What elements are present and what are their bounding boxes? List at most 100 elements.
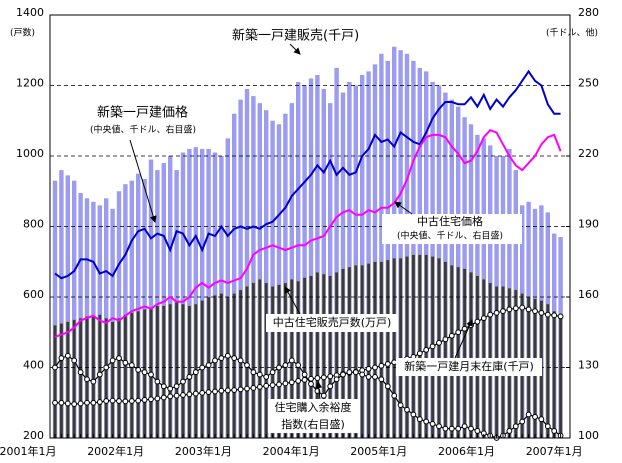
- marker: [84, 399, 90, 406]
- bar: [187, 305, 192, 439]
- marker: [154, 378, 161, 385]
- bar: [379, 261, 384, 439]
- marker: [468, 425, 474, 432]
- marker: [493, 309, 500, 316]
- bar: [558, 316, 563, 439]
- marker: [352, 369, 359, 376]
- marker: [474, 428, 481, 434]
- y-tick-label: 1200: [16, 77, 44, 90]
- bar: [450, 265, 454, 439]
- marker: [167, 385, 174, 392]
- bar: [78, 193, 83, 438]
- marker: [71, 357, 78, 364]
- bar: [462, 268, 467, 439]
- arrow: [315, 381, 323, 400]
- bar: [206, 148, 211, 438]
- marker: [365, 366, 372, 372]
- marker: [90, 378, 97, 385]
- marker: [327, 373, 334, 380]
- marker: [320, 392, 327, 399]
- bar: [232, 293, 237, 439]
- marker: [250, 369, 257, 376]
- marker: [256, 371, 263, 378]
- y2-tick-label: 160: [578, 288, 599, 301]
- bar: [123, 184, 128, 438]
- marker: [77, 369, 84, 376]
- marker: [461, 325, 468, 332]
- annotation: 中古住宅販売戸数(万戸): [273, 315, 392, 329]
- marker: [141, 369, 148, 376]
- bar: [225, 138, 230, 438]
- marker: [71, 401, 78, 408]
- bar: [372, 64, 378, 438]
- bar: [264, 110, 269, 439]
- bar: [404, 53, 410, 439]
- bar: [53, 325, 57, 439]
- marker: [64, 400, 71, 407]
- marker: [269, 369, 276, 376]
- marker: [448, 425, 455, 432]
- marker: [525, 306, 532, 313]
- marker: [487, 311, 494, 318]
- marker: [96, 371, 103, 378]
- marker: [148, 396, 154, 403]
- annotation-note: (中央値、千ドル、右目盛): [397, 230, 503, 242]
- bar: [219, 293, 224, 439]
- marker: [141, 397, 148, 403]
- line: [54, 129, 562, 338]
- bar: [443, 261, 448, 439]
- bar: [373, 261, 377, 439]
- marker: [173, 383, 180, 390]
- bar: [289, 103, 294, 438]
- annotation-note: (中央値、千ドル、右目盛): [90, 124, 196, 136]
- marker: [224, 352, 231, 359]
- annotation: 新築一戸建月末在庫(千戸): [404, 359, 534, 373]
- bar: [174, 302, 179, 439]
- marker: [384, 383, 391, 390]
- bar: [353, 85, 358, 438]
- y-tick-label: 1400: [16, 6, 44, 19]
- marker: [448, 332, 455, 339]
- y-tick-label: 800: [23, 218, 44, 231]
- bar: [417, 67, 422, 438]
- bar: [418, 254, 422, 439]
- marker: [282, 380, 289, 387]
- bar: [187, 148, 192, 438]
- marker: [173, 392, 180, 399]
- marker: [167, 393, 174, 400]
- x-tick-label: 2004年1月: [263, 444, 320, 458]
- bar: [136, 310, 141, 439]
- bar: [193, 147, 198, 438]
- y-axis-label: (戸数): [10, 27, 35, 39]
- x-tick-label: 2005年1月: [350, 444, 407, 458]
- marker: [180, 378, 186, 385]
- marker: [372, 374, 378, 380]
- bar: [308, 78, 314, 438]
- marker: [538, 416, 545, 423]
- marker: [192, 369, 199, 376]
- bar: [142, 178, 147, 438]
- marker: [391, 359, 398, 366]
- marker: [186, 374, 193, 380]
- annotation: 指数(右目盛): [281, 417, 345, 431]
- bar: [283, 113, 288, 438]
- bar: [264, 282, 269, 439]
- marker: [442, 425, 449, 432]
- bar: [72, 180, 77, 439]
- marker: [103, 364, 110, 371]
- bar: [116, 191, 122, 438]
- marker: [308, 381, 314, 387]
- marker: [506, 428, 513, 434]
- marker: [116, 398, 122, 404]
- bar: [161, 305, 166, 439]
- marker: [282, 362, 289, 369]
- label-box: [382, 214, 522, 244]
- marker: [199, 389, 206, 396]
- bar: [213, 295, 217, 439]
- y2-tick-label: 130: [578, 359, 599, 372]
- marker: [346, 369, 353, 376]
- marker: [295, 377, 302, 384]
- marker: [429, 343, 436, 350]
- marker: [391, 392, 398, 399]
